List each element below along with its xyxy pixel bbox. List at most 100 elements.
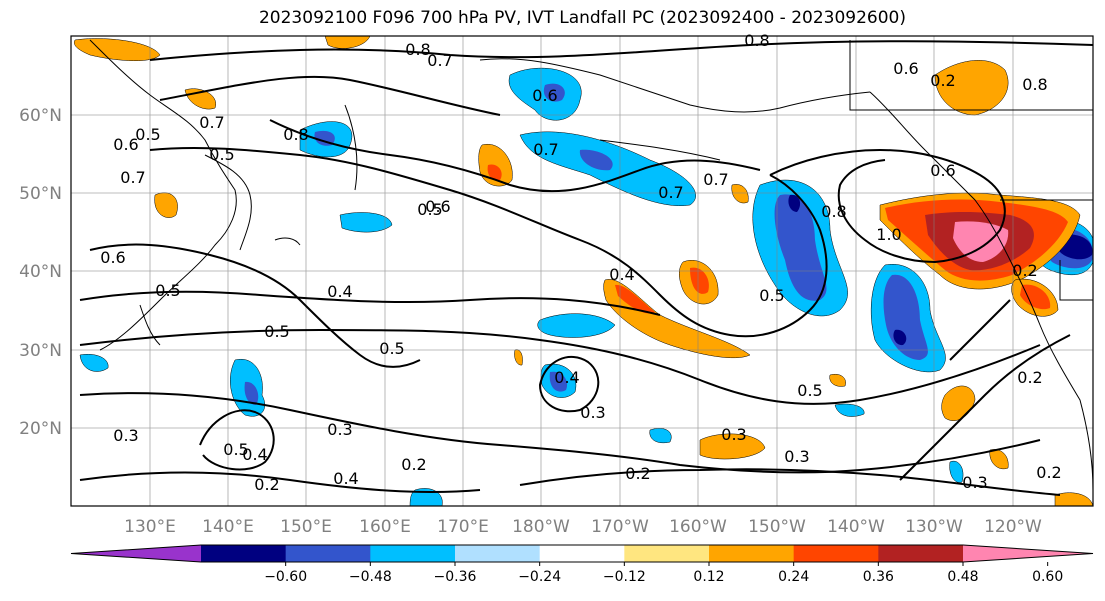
colorbar-segment [455,545,541,562]
contour-label: 0.7 [427,51,452,70]
contour-label: 0.2 [254,475,279,494]
latitude-label: 20°N [19,419,62,439]
contour-label: 0.3 [327,420,352,439]
contour-label: 0.7 [658,183,683,202]
negative-anomaly [834,403,865,417]
graticule [71,36,1093,506]
colorbar-tick-label: −0.12 [603,569,646,585]
colorbar-tick-label: 0.48 [947,569,978,585]
longitude-label: 160°W [669,517,727,537]
contour-label: 0.8 [1022,75,1047,94]
positive-anomaly [603,279,751,359]
contour-label: 0.5 [209,145,234,164]
negative-anomaly [579,149,613,171]
colorbar [70,544,1094,563]
colorbar-tick-label: −0.60 [264,569,307,585]
contour-labels: 0.80.70.80.60.80.50.60.70.50.80.70.60.70… [100,31,1061,494]
contour-label: 0.4 [333,469,358,488]
colorbar-tick-label: −0.36 [434,569,477,585]
positive-anomaly [74,38,161,62]
contour-label: 0.6 [425,197,450,216]
contour-label: 0.2 [401,455,426,474]
contour-label: 0.5 [264,322,289,341]
positive-anomaly [690,267,709,294]
colorbar-extend-high [963,545,1093,562]
colorbar-tick-label: −0.24 [518,569,561,585]
contour-label: 0.8 [405,40,430,59]
contour-label: 0.4 [554,368,579,387]
colorbar-segment [793,545,879,562]
contour-label: 0.2 [1017,368,1042,387]
longitude-label: 170°W [591,517,649,537]
negative-anomaly [339,212,393,233]
colorbar-segment [370,545,456,562]
contour-label: 0.6 [100,248,125,267]
contour-label: 0.6 [930,161,955,180]
contour-label: 0.4 [242,445,267,464]
colorbar-segment [201,545,287,562]
colorbar-segment [624,545,710,562]
negative-anomaly [949,460,964,483]
negative-anomaly [79,354,109,372]
negative-anomaly [774,194,827,301]
coastline [89,39,1093,491]
positive-anomaly [514,349,523,366]
contour-label: 0.4 [609,265,634,284]
contour-label: 0.7 [533,140,558,159]
contour-label: 0.8 [821,202,846,221]
contour-label: 0.7 [199,113,224,132]
contour-label: 0.8 [744,31,769,50]
colorbar-tick-label: 0.12 [693,569,724,585]
contour-label: 0.6 [113,135,138,154]
contour-label: 0.5 [223,440,248,459]
negative-anomaly [543,83,565,102]
contour-label: 0.4 [327,282,352,301]
negative-anomaly [649,428,672,444]
longitude-label: 130°E [124,517,176,537]
positive-anomaly [731,184,749,204]
negative-anomaly [788,194,801,212]
contour-label: 0.2 [1036,463,1061,482]
longitude-label: 140°E [202,517,254,537]
colorbar-tick-label: 0.24 [778,569,809,585]
longitude-label: 170°E [437,517,489,537]
contour-label: 0.3 [962,473,987,492]
shading-layer [74,36,1093,506]
longitude-label: 150°W [748,517,806,537]
contour-label: 1.0 [876,225,901,244]
contour-label: 0.3 [721,425,746,444]
longitude-label: 140°W [827,517,885,537]
contour-label: 0.7 [703,170,728,189]
contour-label: 0.2 [1012,261,1037,280]
colorbar-extend-low [71,545,201,562]
latitude-label: 40°N [19,262,62,282]
colorbar-tick-label: −0.48 [349,569,392,585]
negative-anomaly [549,371,568,392]
longitude-label: 150°E [280,517,332,537]
positive-anomaly [487,164,502,181]
colorbar-segment [285,545,371,562]
contour-label: 0.5 [379,339,404,358]
contour-label: 0.5 [417,200,442,219]
colorbar-segment [878,545,964,562]
positive-anomaly [934,60,1009,116]
longitude-label: 180°W [512,517,570,537]
longitude-labels: 130°E 140°E 150°E 160°E 170°E 180°W 170°W 160°W… [124,517,1042,537]
chart-title: 2023092100 F096 700 hPa PV, IVT Landfall… [258,8,906,28]
latitude-label: 60°N [19,106,62,126]
positive-anomaly [615,284,655,314]
colorbar-segment [539,545,625,562]
negative-anomaly [244,381,259,405]
positive-anomaly [953,221,1009,262]
contour-label: 0.3 [784,447,809,466]
negative-anomaly [537,313,616,338]
colorbar-labels: −0.60 −0.48 −0.36 −0.24 −0.12 0.12 0.24 0.36 0.4… [264,562,1063,585]
longitude-label: 120°W [984,517,1042,537]
latitude-label: 30°N [19,341,62,361]
positive-anomaly [1054,492,1093,506]
longitude-label: 130°W [905,517,963,537]
contour-label: 0.5 [135,125,160,144]
latitude-label: 50°N [19,184,62,204]
colorbar-tick-label: 0.60 [1032,569,1063,585]
